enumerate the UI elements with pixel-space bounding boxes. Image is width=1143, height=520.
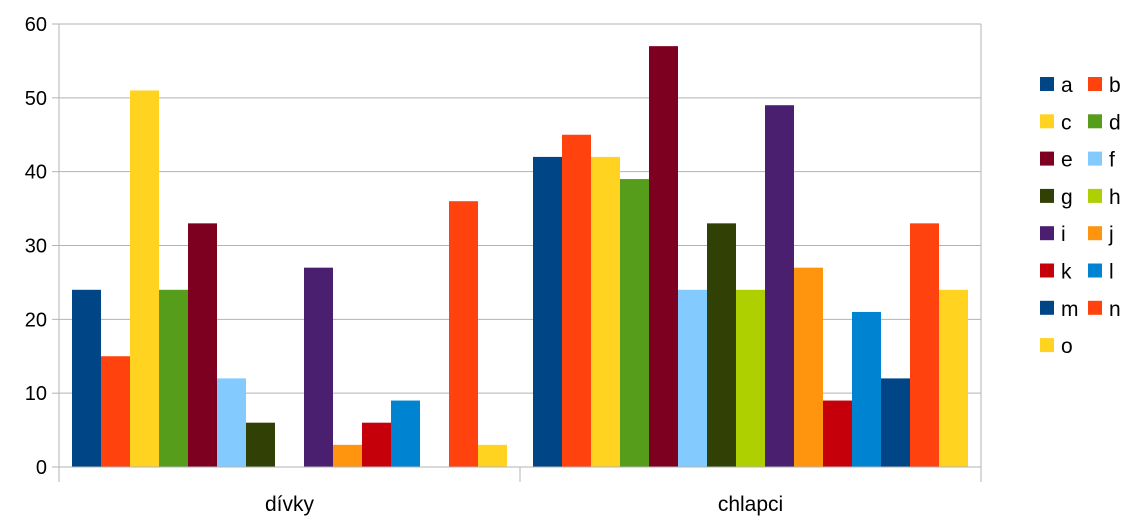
bar-a-divky (72, 289, 101, 467)
bar-d-divky (159, 289, 188, 467)
legend-item-i: i (1040, 223, 1066, 246)
legend-item-e: e (1040, 149, 1073, 172)
bar-g-chlapci (707, 223, 736, 467)
legend-swatch (1088, 263, 1102, 278)
legend-label: j (1108, 223, 1114, 246)
bar-c-divky (130, 90, 159, 467)
legend-swatch (1040, 338, 1054, 353)
bar-b-divky (101, 356, 130, 467)
legend-label: o (1061, 335, 1073, 358)
y-axis-ticks: 0 10 20 30 40 50 60 (25, 14, 59, 479)
bar-c-chlapci (591, 156, 620, 467)
legend-label: f (1109, 149, 1115, 172)
legend-item-n: n (1088, 298, 1121, 321)
bar-l-divky (391, 400, 420, 467)
x-category-label: chlapci (718, 493, 783, 516)
bar-a-chlapci (533, 156, 562, 467)
bar-j-chlapci (794, 267, 823, 467)
legend-item-m: m (1040, 298, 1079, 321)
legend-item-b: b (1088, 74, 1121, 97)
bar-h-chlapci (736, 289, 765, 467)
legend-swatch (1088, 300, 1102, 315)
bar-g-divky (246, 422, 275, 467)
legend-label: i (1061, 223, 1066, 246)
legend: a b c d e f g h i j k l m n o (1040, 74, 1121, 358)
legend-swatch (1040, 300, 1054, 315)
legend-swatch (1088, 188, 1102, 203)
legend-label: n (1109, 298, 1121, 321)
legend-label: m (1061, 298, 1079, 321)
bar-f-divky (217, 378, 246, 467)
bar-e-divky (188, 223, 217, 467)
legend-label: l (1109, 261, 1114, 284)
bar-d-chlapci (620, 179, 649, 468)
y-tick-label: 30 (25, 236, 47, 258)
legend-label: g (1061, 186, 1073, 209)
legend-label: b (1109, 74, 1121, 97)
legend-swatch (1088, 226, 1102, 241)
bar-l-chlapci (852, 311, 881, 467)
x-category-label: dívky (265, 493, 315, 516)
legend-swatch (1088, 77, 1102, 91)
y-tick-label: 60 (25, 14, 47, 36)
legend-label: a (1061, 74, 1073, 97)
y-tick-label: 50 (25, 88, 47, 110)
legend-swatch (1040, 188, 1054, 203)
legend-item-l: l (1088, 261, 1114, 284)
bar-i-chlapci (765, 105, 794, 467)
x-axis-categories: dívky chlapci (58, 467, 982, 516)
legend-item-h: h (1088, 186, 1121, 209)
legend-item-k: k (1040, 261, 1072, 284)
bar-o-chlapci (939, 289, 968, 467)
legend-swatch (1040, 226, 1054, 241)
legend-label: c (1061, 111, 1072, 134)
legend-swatch (1040, 151, 1054, 166)
legend-item-g: g (1040, 186, 1073, 209)
bar-i-divky (304, 267, 333, 467)
bar-n-divky (449, 201, 478, 467)
legend-item-a: a (1040, 74, 1073, 97)
legend-swatch (1088, 151, 1102, 166)
bar-e-chlapci (649, 46, 678, 468)
legend-item-o: o (1040, 335, 1073, 358)
legend-label: h (1109, 186, 1121, 209)
legend-label: k (1061, 261, 1072, 284)
legend-label: e (1061, 149, 1073, 172)
bar-b-chlapci (562, 134, 591, 467)
legend-swatch (1088, 114, 1102, 129)
y-tick-label: 0 (36, 457, 47, 479)
bar-n-chlapci (910, 223, 939, 467)
legend-item-c: c (1040, 111, 1072, 134)
y-tick-label: 10 (25, 383, 47, 405)
legend-swatch (1040, 114, 1054, 129)
bars (72, 46, 968, 468)
bar-k-chlapci (823, 400, 852, 467)
legend-item-j: j (1088, 223, 1114, 246)
legend-swatch (1040, 77, 1054, 91)
y-tick-label: 40 (25, 162, 47, 184)
bar-m-chlapci (881, 378, 910, 467)
legend-item-d: d (1088, 111, 1121, 134)
legend-label: d (1109, 111, 1121, 134)
bar-k-divky (362, 422, 391, 467)
legend-swatch (1040, 263, 1054, 278)
bar-o-divky (478, 444, 507, 467)
bar-j-divky (333, 444, 362, 467)
bar-f-chlapci (678, 289, 707, 467)
legend-item-f: f (1088, 149, 1115, 172)
y-tick-label: 20 (25, 309, 47, 331)
